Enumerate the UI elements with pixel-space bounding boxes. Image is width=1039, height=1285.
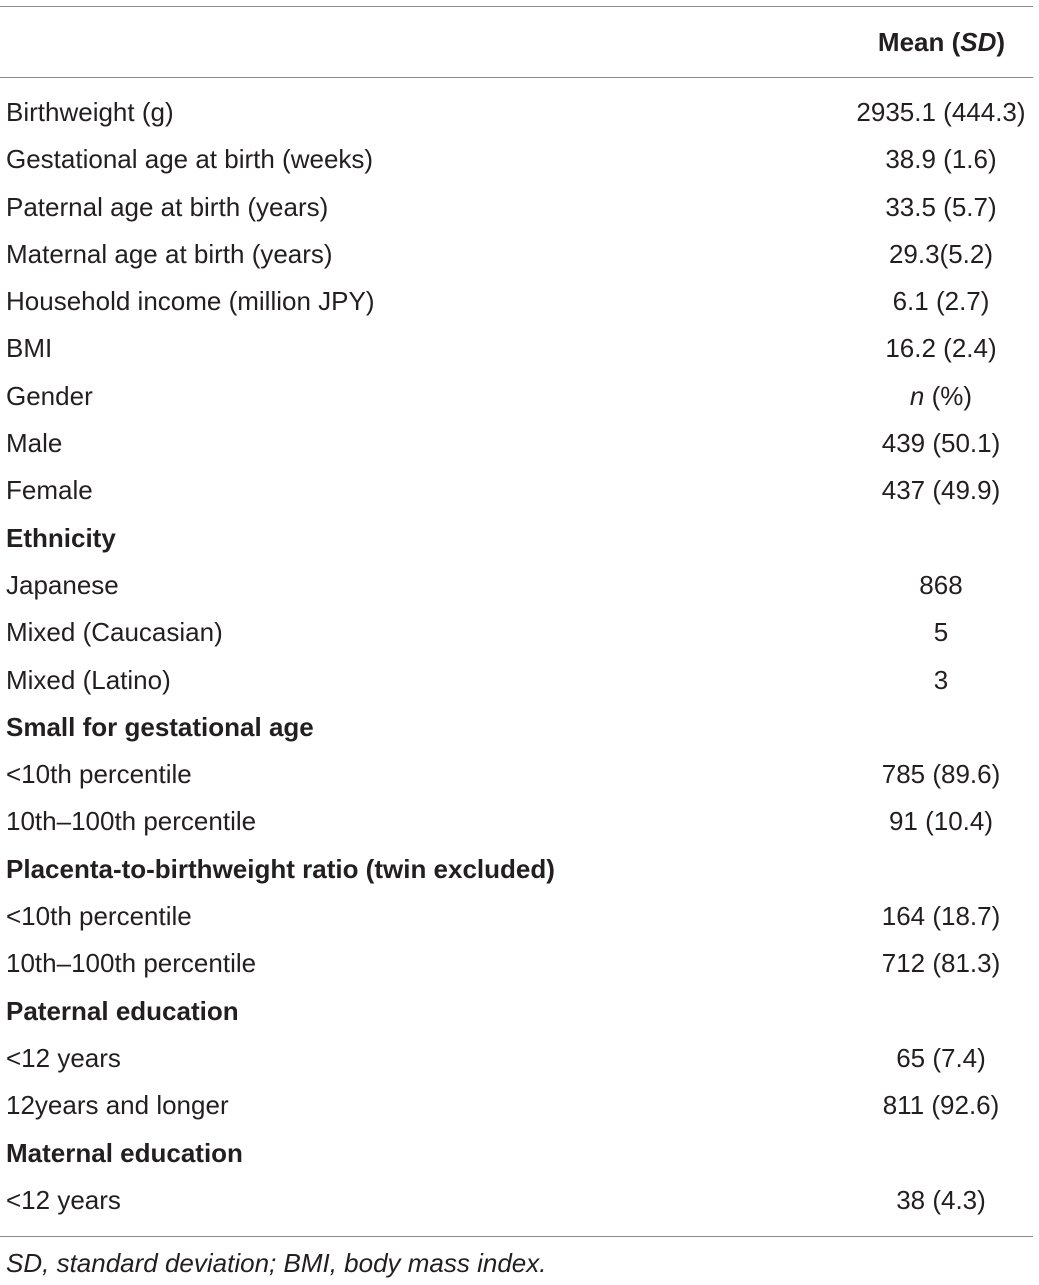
table-row: 10th–100th percentile 712 (81.3) [0,940,1033,987]
section-heading: Maternal education [6,1137,243,1168]
row-value: 38.9 (1.6) [885,144,997,175]
row-label: Japanese [6,569,119,600]
section-heading: Ethnicity [6,522,116,553]
table-section-row: Small for gestational age [0,704,1033,751]
header-sd: SD [960,27,997,57]
table-row: 10th–100th percentile 91 (10.4) [0,798,1033,845]
table-row: Gestational age at birth (weeks) 38.9 (1.… [0,136,1033,183]
table-section-row: Maternal education [0,1130,1033,1177]
section-heading: Paternal education [6,995,239,1026]
table-top-rule [0,6,1033,7]
table-row: BMI 16.2 (2.4) [0,325,1033,372]
row-value: 439 (50.1) [881,428,1001,459]
row-value: 437 (49.9) [881,475,1001,506]
row-value: 868 [919,569,963,600]
row-label: Paternal age at birth (years) [6,191,329,222]
table-header-rule [0,77,1033,78]
row-label: 10th–100th percentile [6,948,257,979]
row-value: 91 (10.4) [888,806,994,837]
table-footnote: SD, standard deviation; BMI, body mass i… [6,1248,547,1278]
row-value: 38 (4.3) [896,1184,986,1215]
table-section-row: Paternal education [0,988,1033,1035]
header-prefix: Mean ( [877,27,961,57]
header-suffix: ) [996,27,1006,57]
table-row: Gender n (%) [0,373,1033,420]
table-row: Mixed (Caucasian) 5 [0,609,1033,656]
table-row: Female 437 (49.9) [0,467,1033,514]
table-header-row: Mean (SD) [0,24,1033,60]
row-value-italic: n [909,380,925,411]
row-label: <10th percentile [6,901,192,932]
table-section-row: Placenta-to-birthweight ratio (twin excl… [0,846,1033,893]
table-row: <10th percentile 785 (89.6) [0,751,1033,798]
table-row: Maternal age at birth (years) 29.3(5.2) [0,231,1033,278]
row-value: 5 [933,617,949,648]
row-label: Gender [6,380,93,411]
column-header-mean-sd: Mean (SD) [850,24,1033,60]
row-label: Mixed (Caucasian) [6,617,223,648]
table-row: Japanese 868 [0,562,1033,609]
table-row: <12 years 65 (7.4) [0,1035,1033,1082]
table-row: Mixed (Latino) 3 [0,657,1033,704]
row-label: 12years and longer [6,1090,229,1121]
row-label: Household income (million JPY) [6,286,375,317]
row-value: 6.1 (2.7) [892,286,990,317]
row-value: 65 (7.4) [896,1042,986,1073]
row-label: 10th–100th percentile [6,806,257,837]
row-value: 811 (92.6) [882,1090,1000,1121]
row-label: Maternal age at birth (years) [6,238,333,269]
row-value: 712 (81.3) [881,948,1001,979]
table-body: Birthweight (g) 2935.1 (444.3) Gestational… [0,89,1033,1224]
row-label: <12 years [6,1042,121,1073]
row-value: 33.5 (5.7) [885,191,997,222]
row-label: Gestational age at birth (weeks) [6,144,374,175]
row-label: Mixed (Latino) [6,664,171,695]
row-value-rest: (%) [924,380,973,411]
section-heading: Small for gestational age [6,711,314,742]
row-value: 29.3(5.2) [888,238,994,269]
row-value: 164 (18.7) [881,901,1001,932]
table-row: Household income (million JPY) 6.1 (2.7) [0,278,1033,325]
row-label: Female [6,475,93,506]
row-value: 785 (89.6) [881,759,1001,790]
table-row: Birthweight (g) 2935.1 (444.3) [0,89,1033,136]
table-bottom-rule [0,1236,1033,1237]
row-value: 2935.1 (444.3) [856,97,1026,127]
row-label: <12 years [6,1184,121,1215]
table-section-row: Ethnicity [0,515,1033,562]
table-row: Male 439 (50.1) [0,420,1033,467]
table-row: 12years and longer 811 (92.6) [0,1082,1033,1129]
row-value: n (%) [845,373,1037,420]
table-row: <12 years 38 (4.3) [0,1177,1033,1224]
row-value: 16.2 (2.4) [885,333,997,364]
row-label: <10th percentile [6,759,192,790]
row-label: Birthweight (g) [6,97,174,127]
section-heading: Placenta-to-birthweight ratio (twin excl… [6,853,555,884]
table-row: <10th percentile 164 (18.7) [0,893,1033,940]
row-label: Male [6,428,63,459]
table-row: Paternal age at birth (years) 33.5 (5.7) [0,184,1033,231]
row-label: BMI [6,333,53,364]
row-value: 3 [933,664,949,695]
